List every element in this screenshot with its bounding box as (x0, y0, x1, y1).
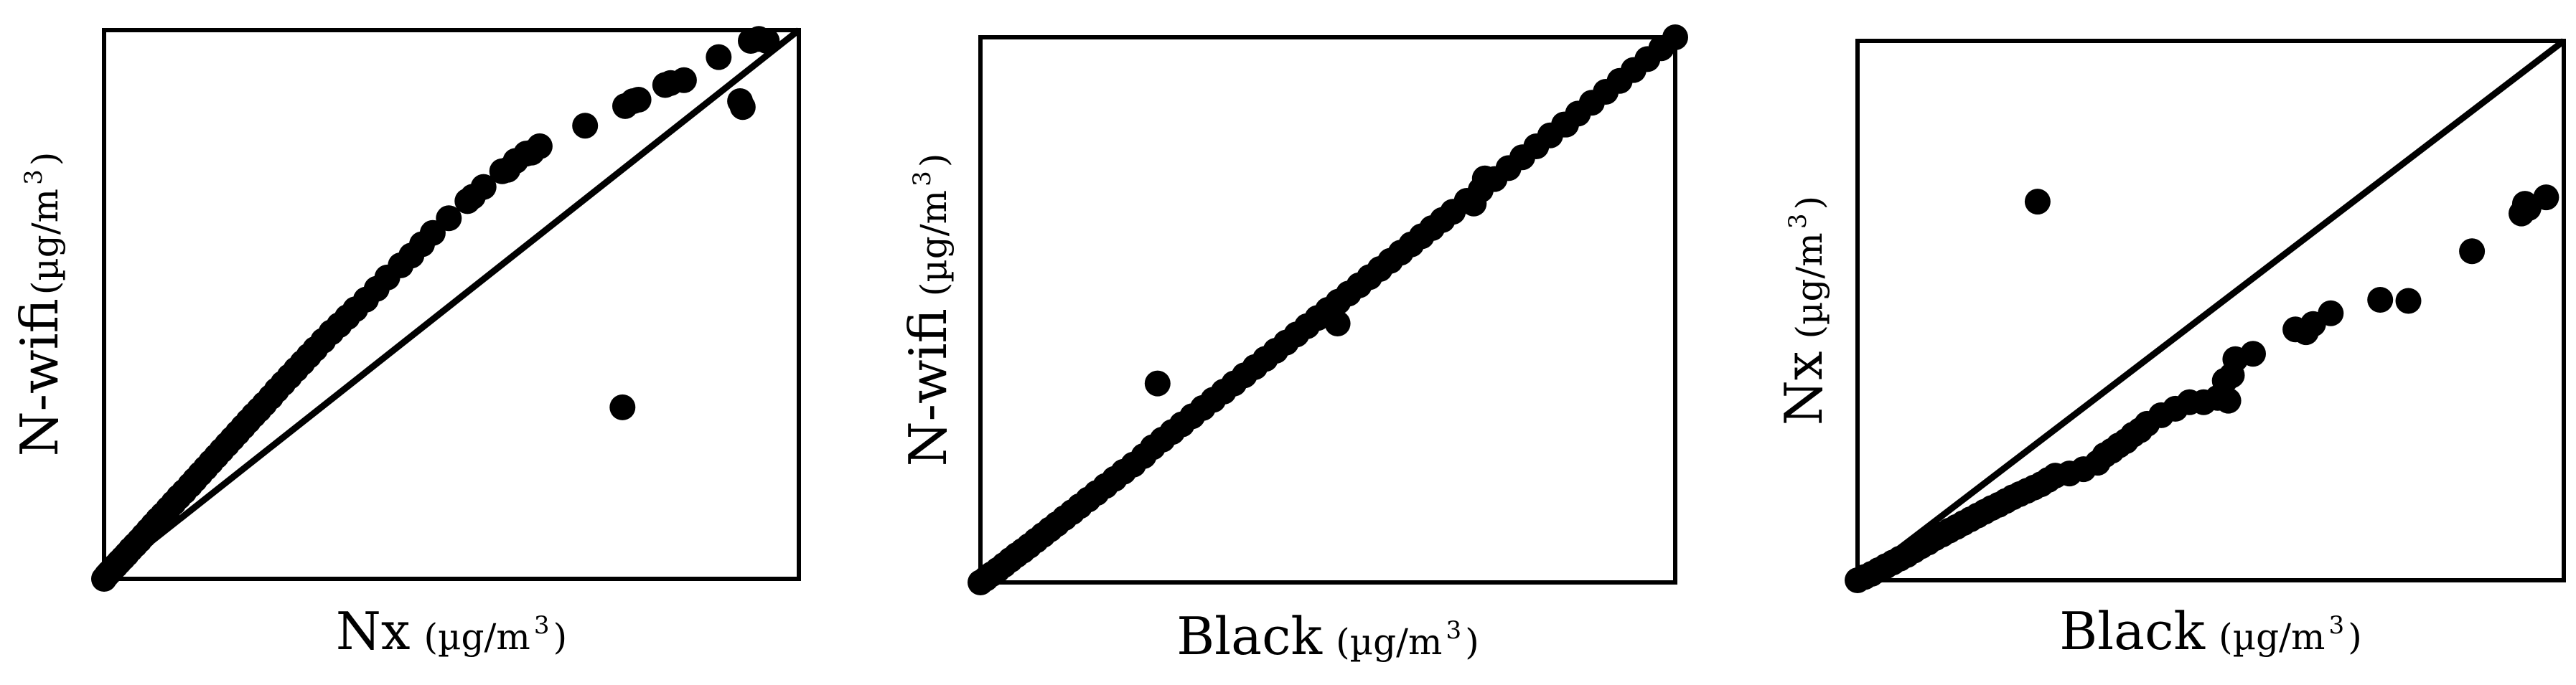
panel-3-y-axis-title: Nx (1774, 351, 1834, 426)
panel-2-y-axis-unit-close: ) (913, 153, 955, 168)
panel-3-x-axis-title: Black (2059, 601, 2206, 661)
panel-2-x-axis-label: Black (µg/m 3 ) (1176, 606, 1479, 666)
panel-1-identity-line (102, 27, 801, 582)
panel-1-points (91, 26, 780, 592)
panel-1: Nx (µg/m 3 ) N-wifi (µg/m 3 ) (9, 26, 801, 661)
panel-2-plot-frame (978, 35, 1677, 585)
panel-3-x-axis-label: Black (µg/m 3 ) (2059, 601, 2362, 661)
panel-3-data-point (2024, 189, 2051, 215)
panel-2-y-axis-label: N-wifi (µg/m 3 ) (898, 153, 958, 467)
panel-1-y-axis-title: N-wifi (9, 298, 70, 456)
panel-3-x-axis-unit: (µg/m (2219, 616, 2325, 658)
panel-1-y-axis-unit-close: ) (24, 152, 66, 166)
panel-3-data-point (2533, 184, 2559, 211)
panel-3-y-axis-unit: (µg/m (1789, 232, 1830, 339)
panel-3-data-point (2367, 287, 2394, 313)
panel-3-y-axis-label: Nx (µg/m 3 ) (1774, 196, 1834, 425)
panel-1-data-point (572, 113, 599, 139)
panel-1-x-axis-title: Nx (336, 601, 411, 661)
panel-3-data-point (2395, 288, 2422, 314)
panel-2-data-point (1461, 190, 1487, 217)
panel-2-y-axis-unit: (µg/m (913, 190, 955, 296)
panel-2-data-point (1553, 111, 1579, 138)
panel-1-data-point (526, 133, 553, 159)
panel-3-y-axis-unit-close: ) (1789, 196, 1830, 210)
panel-3: Black (µg/m 3 ) Nx (µg/m 3 ) (1774, 38, 2566, 661)
panel-2-x-axis-title: Black (1176, 606, 1323, 666)
panel-2-data-point (1144, 370, 1171, 397)
panel-2: Black (µg/m 3 ) N-wifi (µg/m 3 ) (898, 24, 1688, 666)
panel-1-y-axis-unit: (µg/m (24, 189, 66, 295)
panel-2-data-point (1662, 24, 1688, 50)
panel-1-plot-frame (102, 28, 801, 581)
panel-3-data-point (2240, 341, 2266, 367)
panel-3-x-axis-unit-close: ) (2348, 616, 2362, 658)
panel-1-y-axis-label: N-wifi (µg/m 3 ) (9, 152, 70, 457)
panel-1-data-point (436, 205, 462, 232)
panel-1-data-point (754, 28, 780, 54)
panel-3-y-axis-unit-exponent: 3 (1784, 213, 1812, 229)
panel-1-data-point (729, 94, 756, 121)
panel-3-points (1845, 184, 2559, 593)
panel-2-y-axis-unit-exponent: 3 (908, 171, 937, 186)
panel-1-data-point (470, 174, 497, 200)
panel-1-x-axis-unit: (µg/m (424, 616, 530, 658)
panel-3-data-point (2318, 300, 2344, 326)
panel-2-data-point (1324, 311, 1351, 336)
panel-1-data-point (625, 87, 652, 113)
panel-2-x-axis-unit-close: ) (1465, 621, 1479, 663)
panel-1-x-axis-label: Nx (µg/m 3 ) (336, 601, 567, 661)
panel-2-data-point (1471, 165, 1498, 192)
panel-2-y-axis-title: N-wifi (898, 308, 958, 466)
panel-2-x-axis-unit: (µg/m (1336, 621, 1442, 663)
panel-1-x-axis-unit-exponent: 3 (534, 611, 550, 640)
panel-3-x-axis-unit-exponent: 3 (2329, 611, 2345, 640)
panel-1-x-axis-unit-close: ) (553, 616, 568, 658)
panel-3-data-point (2459, 238, 2486, 265)
panel-1-y-axis-unit-exponent: 3 (19, 169, 48, 185)
panel-2-points (968, 24, 1688, 595)
panel-3-identity-line (1855, 38, 2566, 583)
panel-3-plot-frame (1855, 39, 2566, 582)
panel-1-data-point (670, 67, 697, 93)
panel-1-data-point (609, 394, 636, 420)
panel-2-x-axis-unit-exponent: 3 (1446, 616, 1462, 645)
panel-1-data-point (706, 44, 732, 70)
panel-3-data-point (2215, 387, 2242, 414)
